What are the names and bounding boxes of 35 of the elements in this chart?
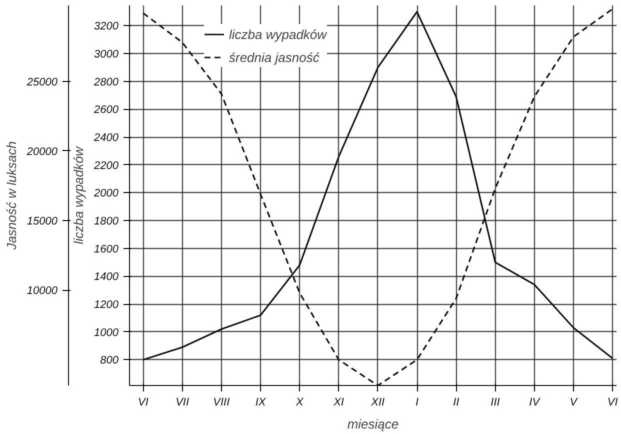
y-tick-label: 800 [100,354,120,367]
y-tick-label: 1800 [94,216,120,228]
y-tick-label: 1000 [94,326,120,339]
x-tick-label: II [453,396,460,408]
y-axis-title: liczba wypadków [71,145,86,244]
y2-tick-label: 20000 [26,146,58,158]
y-tick-label: 2200 [93,160,120,172]
x-tick-label: I [415,396,419,408]
x-tick-label: VII [176,396,190,408]
x-tick-label: IV [529,396,542,408]
x-axis-title: miesiące [347,416,399,432]
x-tick-label: V [570,396,579,408]
y-tick-label: 2000 [93,188,120,200]
x-tick-label: VIII [213,396,230,408]
y-tick-label: 1400 [94,271,120,284]
legend-label: liczba wypadków [229,26,327,42]
y2-axis-title: Jasność w luksach [4,141,19,251]
x-tick-label: IX [255,396,266,408]
y-tick-label: 1600 [94,243,120,256]
y-tick-label: 2400 [93,132,120,144]
y-tick-label: 1200 [94,299,120,312]
legend-label: średnia jasność [229,50,320,64]
x-tick-label: VI [607,396,618,408]
x-tick-label: X [294,396,304,408]
y2-tick-label: 25000 [26,76,58,88]
x-tick-label: XI [332,396,344,408]
y2-tick-label: 15000 [26,216,58,228]
x-tick-label: VI [138,396,148,408]
y2-tick-label: 10000 [26,285,58,298]
x-tick-label: III [490,396,500,408]
y-tick-label: 2800 [93,76,120,88]
y-tick-label: 2600 [93,104,120,116]
y-tick-label: 3000 [94,48,120,61]
y-tick-label: 3200 [94,20,120,33]
x-tick-label: XII [370,396,385,408]
